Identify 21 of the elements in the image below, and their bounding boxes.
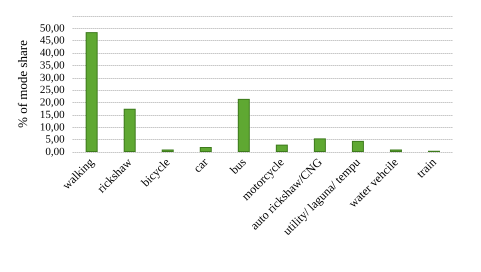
bar [314,138,326,152]
y-tick-label: 40,00 [40,47,66,60]
y-tick-label: 20,00 [40,96,66,109]
bar [238,98,250,152]
y-tick-label: 30,00 [40,72,66,84]
y-tick-label: 15,00 [40,108,66,121]
bar [276,144,288,152]
y-tick-label: 0,00 [45,146,66,158]
bar [352,140,364,152]
y-axis-title: % of mode share [15,40,30,128]
y-tick-label: 25,00 [40,84,66,96]
x-tick-label: car [190,155,211,176]
bar [200,147,212,152]
y-tick-label: 35,00 [40,59,66,72]
bar [124,108,136,152]
y-tick-label: 5,00 [45,134,66,146]
x-tick-label: train [414,155,439,180]
y-tick-label: 50,00 [40,22,66,34]
bar [86,32,98,152]
y-tick-label: 10,00 [40,121,66,134]
y-tick-label: 45,00 [40,34,66,47]
